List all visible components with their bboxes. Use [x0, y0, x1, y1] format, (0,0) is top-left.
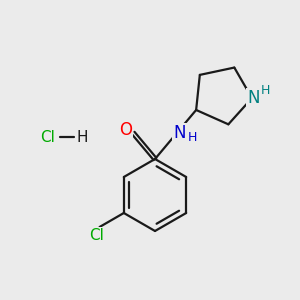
- Text: Cl: Cl: [89, 229, 104, 244]
- Text: N: N: [248, 89, 260, 107]
- Text: N: N: [174, 124, 186, 142]
- Text: H: H: [188, 131, 197, 145]
- Text: H: H: [76, 130, 88, 145]
- Text: H: H: [260, 84, 270, 97]
- Text: O: O: [118, 121, 132, 139]
- Text: Cl: Cl: [40, 130, 56, 145]
